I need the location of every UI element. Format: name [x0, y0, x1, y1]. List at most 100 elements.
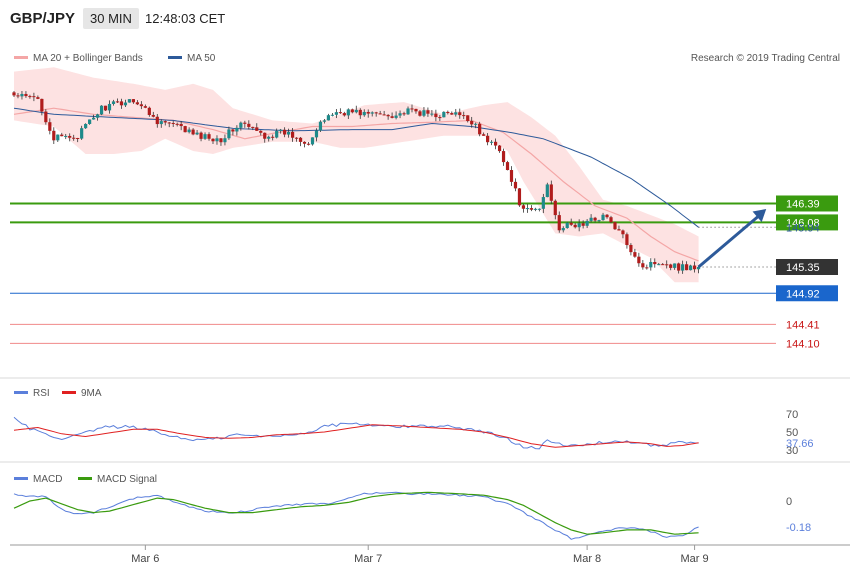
candle-body — [111, 101, 116, 104]
legend-swatch-ma20 — [14, 56, 28, 59]
candle-body — [501, 151, 506, 163]
candle-body — [529, 208, 533, 210]
candle-body — [99, 105, 104, 115]
bollinger-bands — [14, 67, 699, 283]
candle-body — [470, 121, 474, 125]
candle-body — [533, 208, 537, 210]
candle-body — [354, 109, 358, 113]
candle-body — [593, 217, 597, 221]
candle-body — [330, 114, 334, 116]
rsi-tick-label: 50 — [786, 427, 798, 439]
candle-body — [203, 134, 207, 139]
candle-body — [56, 134, 60, 141]
candle-body — [131, 99, 135, 103]
candle-body — [382, 114, 386, 116]
level-label-box — [776, 335, 838, 352]
candle-body — [159, 121, 163, 125]
candle-body — [334, 112, 338, 115]
candle-body — [147, 107, 151, 115]
ma50-value-label: 145.94 — [786, 222, 820, 234]
level-label: 144.92 — [786, 288, 820, 300]
candle-body — [310, 137, 315, 145]
candle-body — [689, 265, 693, 271]
candle-body — [597, 220, 601, 222]
candle-body — [259, 130, 263, 133]
candle-body — [649, 261, 653, 268]
candle-body — [490, 141, 494, 143]
candle-body — [187, 129, 191, 133]
legend-swatch-rsi-ma — [62, 391, 76, 394]
level-label-box — [776, 214, 838, 231]
candle-body — [151, 114, 155, 117]
candle-body — [669, 264, 673, 268]
legend-label-ma20: MA 20 + Bollinger Bands — [33, 53, 143, 64]
level-label-box — [776, 195, 838, 212]
candle-body — [462, 115, 466, 117]
candle-body — [446, 111, 450, 114]
candle-body — [482, 134, 486, 136]
legend-swatch-rsi — [14, 391, 28, 394]
candle-body — [239, 122, 243, 128]
candle-body — [215, 138, 219, 142]
candle-body — [255, 127, 259, 131]
candle-body — [115, 101, 120, 103]
candle-body — [362, 111, 366, 116]
candle-body — [28, 96, 32, 98]
candle-body — [657, 264, 661, 266]
timeframe-badge[interactable]: 30 MIN — [83, 8, 139, 29]
time-tick-label: Mar 6 — [131, 553, 159, 565]
candle-body — [24, 93, 28, 97]
candle-body — [589, 217, 593, 221]
candle-body — [287, 131, 291, 135]
candle-body — [263, 132, 267, 139]
candle-body — [696, 267, 701, 270]
forecast-arrow-head — [752, 208, 767, 223]
candle-body — [681, 264, 685, 271]
candle-body — [430, 113, 434, 115]
candle-body — [302, 141, 307, 144]
candle-body — [326, 115, 331, 121]
ma50-line — [13, 107, 699, 228]
rsi-tick-label: 30 — [786, 445, 798, 457]
time-tick-label: Mar 9 — [681, 553, 709, 565]
candle-body — [52, 130, 56, 141]
candle-body — [645, 267, 649, 269]
candle-body — [279, 129, 283, 131]
candle-body — [84, 123, 88, 129]
candle-body — [653, 261, 657, 265]
candle-body — [493, 141, 498, 146]
candle-body — [92, 117, 96, 120]
macd-signal-line — [13, 491, 699, 535]
candle-body — [247, 123, 251, 127]
candle-body — [271, 136, 275, 138]
candle-body — [231, 129, 235, 132]
candle-body — [95, 114, 100, 118]
candle-body — [135, 102, 139, 105]
price-levels: 146.39 146.08 144.92 144.41 144.10 — [10, 195, 838, 352]
candle-body — [127, 99, 132, 103]
forecast-arrow — [697, 211, 764, 269]
rsi-last-value: 37.66 — [786, 438, 814, 450]
candle-body — [454, 112, 458, 115]
candle-body — [486, 135, 490, 143]
candle-body — [68, 135, 72, 138]
candle-body — [521, 205, 526, 209]
candle-body — [418, 111, 422, 116]
candle-body — [410, 108, 414, 110]
macd-panel: 0 -0.18 — [13, 491, 811, 540]
candle-body — [581, 223, 585, 226]
candle-body — [183, 126, 187, 133]
candle-body — [553, 200, 557, 216]
legend-swatch-ma50 — [168, 56, 182, 59]
candle-body — [685, 264, 689, 271]
credit-text: Research © 2019 Trading Central — [691, 53, 840, 64]
legend-label-rsi-ma: 9MA — [81, 388, 102, 399]
time-tick-label: Mar 7 — [354, 553, 382, 565]
level-label-box — [776, 316, 838, 333]
candle-body — [243, 122, 247, 124]
level-label: 144.41 — [786, 319, 820, 331]
candle-body — [251, 126, 255, 128]
candle-body — [291, 131, 295, 138]
candle-body — [565, 222, 569, 229]
